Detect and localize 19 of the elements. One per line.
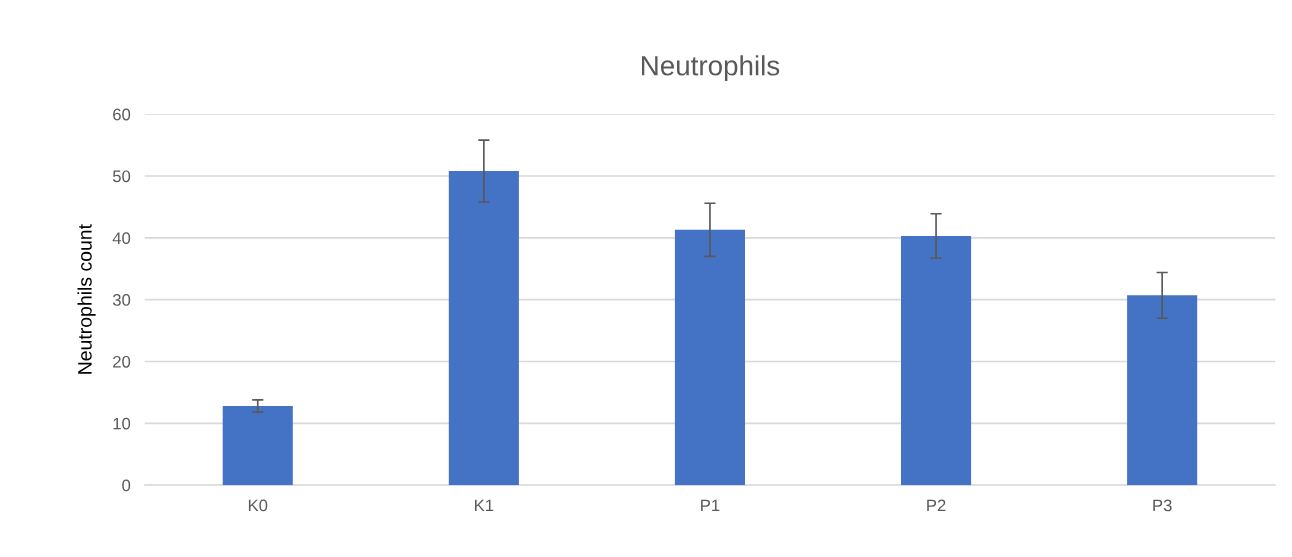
x-tick-label: P3 — [1153, 499, 1172, 512]
y-tick-label: 20 — [113, 355, 131, 368]
bar — [448, 171, 519, 486]
y-tick-label: 10 — [113, 417, 131, 430]
x-tick-label: P2 — [927, 499, 946, 512]
bar — [1127, 295, 1198, 486]
y-tick-label: 40 — [112, 232, 131, 245]
x-tick-label: P1 — [701, 499, 720, 512]
y-tick-label: 50 — [112, 170, 131, 183]
bar — [222, 406, 293, 486]
y-tick-label: 60 — [113, 108, 131, 121]
bar — [674, 229, 745, 486]
chart-title: Neutrophils — [641, 55, 780, 82]
y-tick-label: 30 — [112, 294, 131, 306]
y-axis-title: Neutrophils count — [77, 224, 96, 374]
x-tick-label: K0 — [248, 499, 268, 512]
y-tick-label: 0 — [122, 479, 131, 492]
x-tick-label: K1 — [475, 499, 494, 512]
bar — [901, 235, 972, 486]
